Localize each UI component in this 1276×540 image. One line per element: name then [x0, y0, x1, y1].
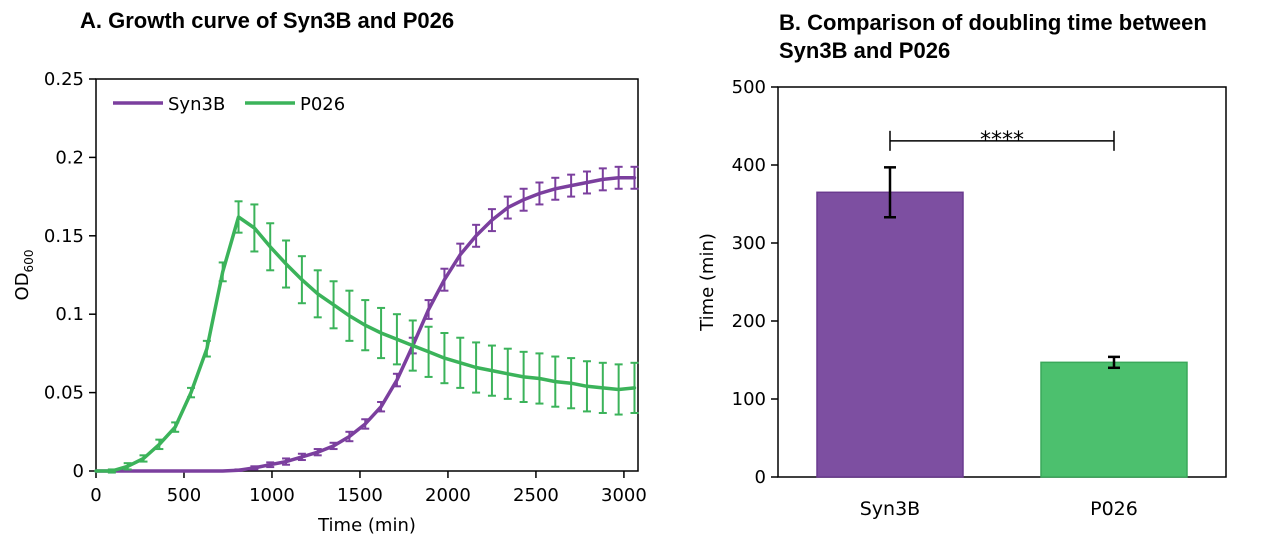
chart-b-y-axis-label: Time (min) [697, 233, 718, 332]
chart-b-y-ticks: 0 100 200 300 400 500 [732, 77, 778, 488]
y-tick-label: 500 [732, 77, 766, 98]
x-tick-label: 1000 [249, 485, 295, 506]
bar-syn3b [816, 191, 964, 478]
chart-a-x-axis-label: Time (min) [317, 515, 416, 536]
bar-error-bar [1108, 355, 1120, 370]
chart-b-bars: Syn3B P026 [816, 166, 1188, 520]
chart-a-x-ticks: 0 500 1000 1500 2000 2500 3000 [90, 471, 647, 506]
chart-b-title-line-1: B. Comparison of doubling time between [779, 10, 1207, 35]
chart-a-legend: Syn3B P026 [113, 94, 345, 115]
x-tick-label: 2000 [425, 485, 471, 506]
y-tick-label: 0.1 [55, 304, 84, 325]
x-tick-label: 500 [167, 485, 201, 506]
x-tick-label: 1500 [337, 485, 383, 506]
x-tick-label: 2500 [513, 485, 559, 506]
chart-a-y-axis-label: OD600 [12, 250, 36, 301]
bar-p026 [1040, 361, 1188, 478]
legend-p026-label: P026 [300, 94, 345, 115]
y-tick-label: 0 [755, 467, 766, 488]
bar-error-bar [884, 166, 896, 219]
legend-syn3b-label: Syn3B [168, 94, 225, 115]
chart-b-plot-frame [777, 86, 1227, 478]
y-tick-label: 100 [732, 389, 766, 410]
x-tick-label: 0 [90, 485, 101, 506]
chart-a-y-ticks: 0 0.05 0.1 0.15 0.2 0.25 [44, 69, 96, 482]
category-label: Syn3B [860, 498, 920, 520]
y-tick-label: 0.25 [44, 69, 84, 90]
doubling-time-chart: B. Comparison of doubling time between S… [697, 10, 1227, 520]
y-tick-label: 300 [732, 233, 766, 254]
y-tick-label: 200 [732, 311, 766, 332]
y-tick-label: 400 [732, 155, 766, 176]
significance-bracket: **** [889, 128, 1115, 153]
category-label: P026 [1090, 498, 1138, 520]
growth-curve-chart: A. Growth curve of Syn3B and P026 00.050… [12, 8, 647, 536]
significance-label: **** [980, 128, 1024, 153]
x-tick-label: 3000 [601, 485, 647, 506]
y-tick-label: 0.15 [44, 226, 84, 247]
chart-b-title-line-2: Syn3B and P026 [779, 38, 950, 63]
series-p026 [94, 200, 639, 474]
y-tick-label: 0 [73, 461, 84, 482]
chart-a-y-label-sub: 600 [22, 250, 36, 273]
chart-a-y-label-main: OD [12, 272, 33, 300]
y-tick-label: 0.05 [44, 383, 84, 404]
series-syn3b [94, 165, 639, 473]
chart-a-plot-frame [95, 78, 639, 472]
chart-a-title: A. Growth curve of Syn3B and P026 [80, 8, 454, 33]
y-tick-label: 0.2 [55, 147, 84, 168]
chart-a-series [94, 165, 639, 474]
